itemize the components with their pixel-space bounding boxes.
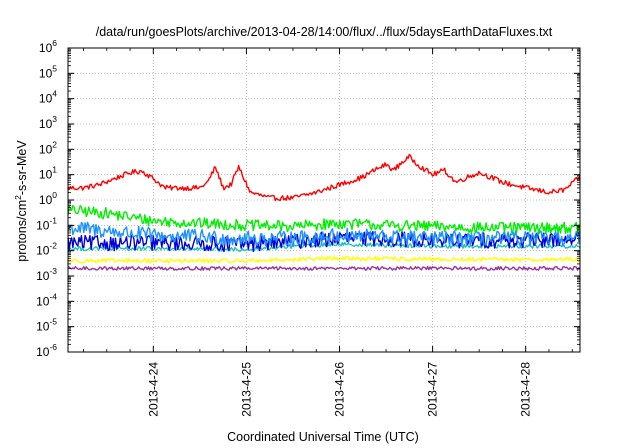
- y-tick-label-exp: -2: [49, 241, 57, 251]
- y-axis-label: protons/cm2-s-sr-MeV: [13, 140, 29, 262]
- y-tick-label-base: 10: [39, 92, 53, 106]
- y-tick-label: 102: [39, 139, 57, 156]
- y-tick-label-base: 10: [36, 345, 50, 359]
- flux-series-line: [67, 255, 581, 264]
- y-tick-label-exp: -4: [49, 291, 57, 301]
- y-tick-label-base: 10: [39, 117, 53, 131]
- y-tick-label-base: 10: [39, 142, 53, 156]
- y-tick-label-base: 10: [39, 168, 53, 182]
- y-tick-label-base: 10: [36, 320, 50, 334]
- x-tick-label: 2013-4-27: [426, 362, 440, 417]
- y-axis-label-base: protons/cm: [15, 200, 29, 262]
- x-tick-label: 2013-4-26: [333, 362, 347, 417]
- y-tick-label-exp: 0: [52, 190, 57, 200]
- grid: [68, 48, 580, 352]
- series-group: [67, 153, 581, 271]
- y-tick-label-base: 10: [39, 41, 53, 55]
- y-tick-label-base: 10: [36, 294, 50, 308]
- y-tick-label: 10-4: [36, 291, 57, 308]
- y-axis-label-rest: -s-sr-MeV: [15, 140, 29, 196]
- chart-title: /data/run/goesPlots/archive/2013-04-28/1…: [96, 25, 553, 39]
- y-tick-label: 106: [39, 38, 57, 55]
- y-tick-label: 100: [39, 190, 57, 207]
- y-tick-label-base: 10: [36, 269, 50, 283]
- y-tick-label: 101: [39, 165, 57, 182]
- y-tick-label: 104: [39, 89, 57, 106]
- x-axis-label: Coordinated Universal Time (UTC): [227, 430, 419, 444]
- flux-series-line: [67, 265, 581, 271]
- y-tick-label: 10-3: [36, 266, 57, 283]
- y-tick-label: 105: [39, 63, 57, 80]
- x-tick-label: 2013-4-24: [146, 362, 160, 417]
- y-tick-label-exp: 5: [52, 63, 57, 73]
- y-tick-label-exp: 4: [52, 89, 57, 99]
- y-tick-label-exp: 1: [52, 165, 57, 175]
- y-axis-label-sup: 2: [13, 195, 23, 200]
- y-tick-label: 10-1: [36, 215, 57, 232]
- y-tick-label-exp: 6: [52, 38, 57, 48]
- flux-series-line: [67, 221, 581, 247]
- y-axis: 10-610-510-410-310-210-11001011021031041…: [36, 38, 580, 359]
- y-tick-label-exp: -3: [49, 266, 57, 276]
- y-tick-label-exp: -6: [49, 342, 57, 352]
- y-tick-label: 10-6: [36, 342, 57, 359]
- y-tick-label-exp: -5: [49, 317, 57, 327]
- x-axis: 2013-4-24 2013-4-25 2013-4-26 2013-4-27 2013…: [83, 48, 573, 417]
- y-tick-label-base: 10: [39, 193, 53, 207]
- y-tick-label: 103: [39, 114, 57, 131]
- y-tick-label: 10-5: [36, 317, 57, 334]
- flux-series-line: [67, 204, 581, 234]
- y-tick-label-exp: -1: [49, 215, 57, 225]
- flux-series-line: [67, 153, 581, 202]
- y-tick-label-base: 10: [36, 218, 50, 232]
- y-tick-label-exp: 2: [52, 139, 57, 149]
- y-tick-label-exp: 3: [52, 114, 57, 124]
- y-tick-label-base: 10: [36, 244, 50, 258]
- x-tick-label: 2013-4-28: [519, 362, 533, 417]
- y-tick-label-base: 10: [39, 66, 53, 80]
- x-tick-label: 2013-4-25: [239, 362, 253, 417]
- y-tick-label: 10-2: [36, 241, 57, 258]
